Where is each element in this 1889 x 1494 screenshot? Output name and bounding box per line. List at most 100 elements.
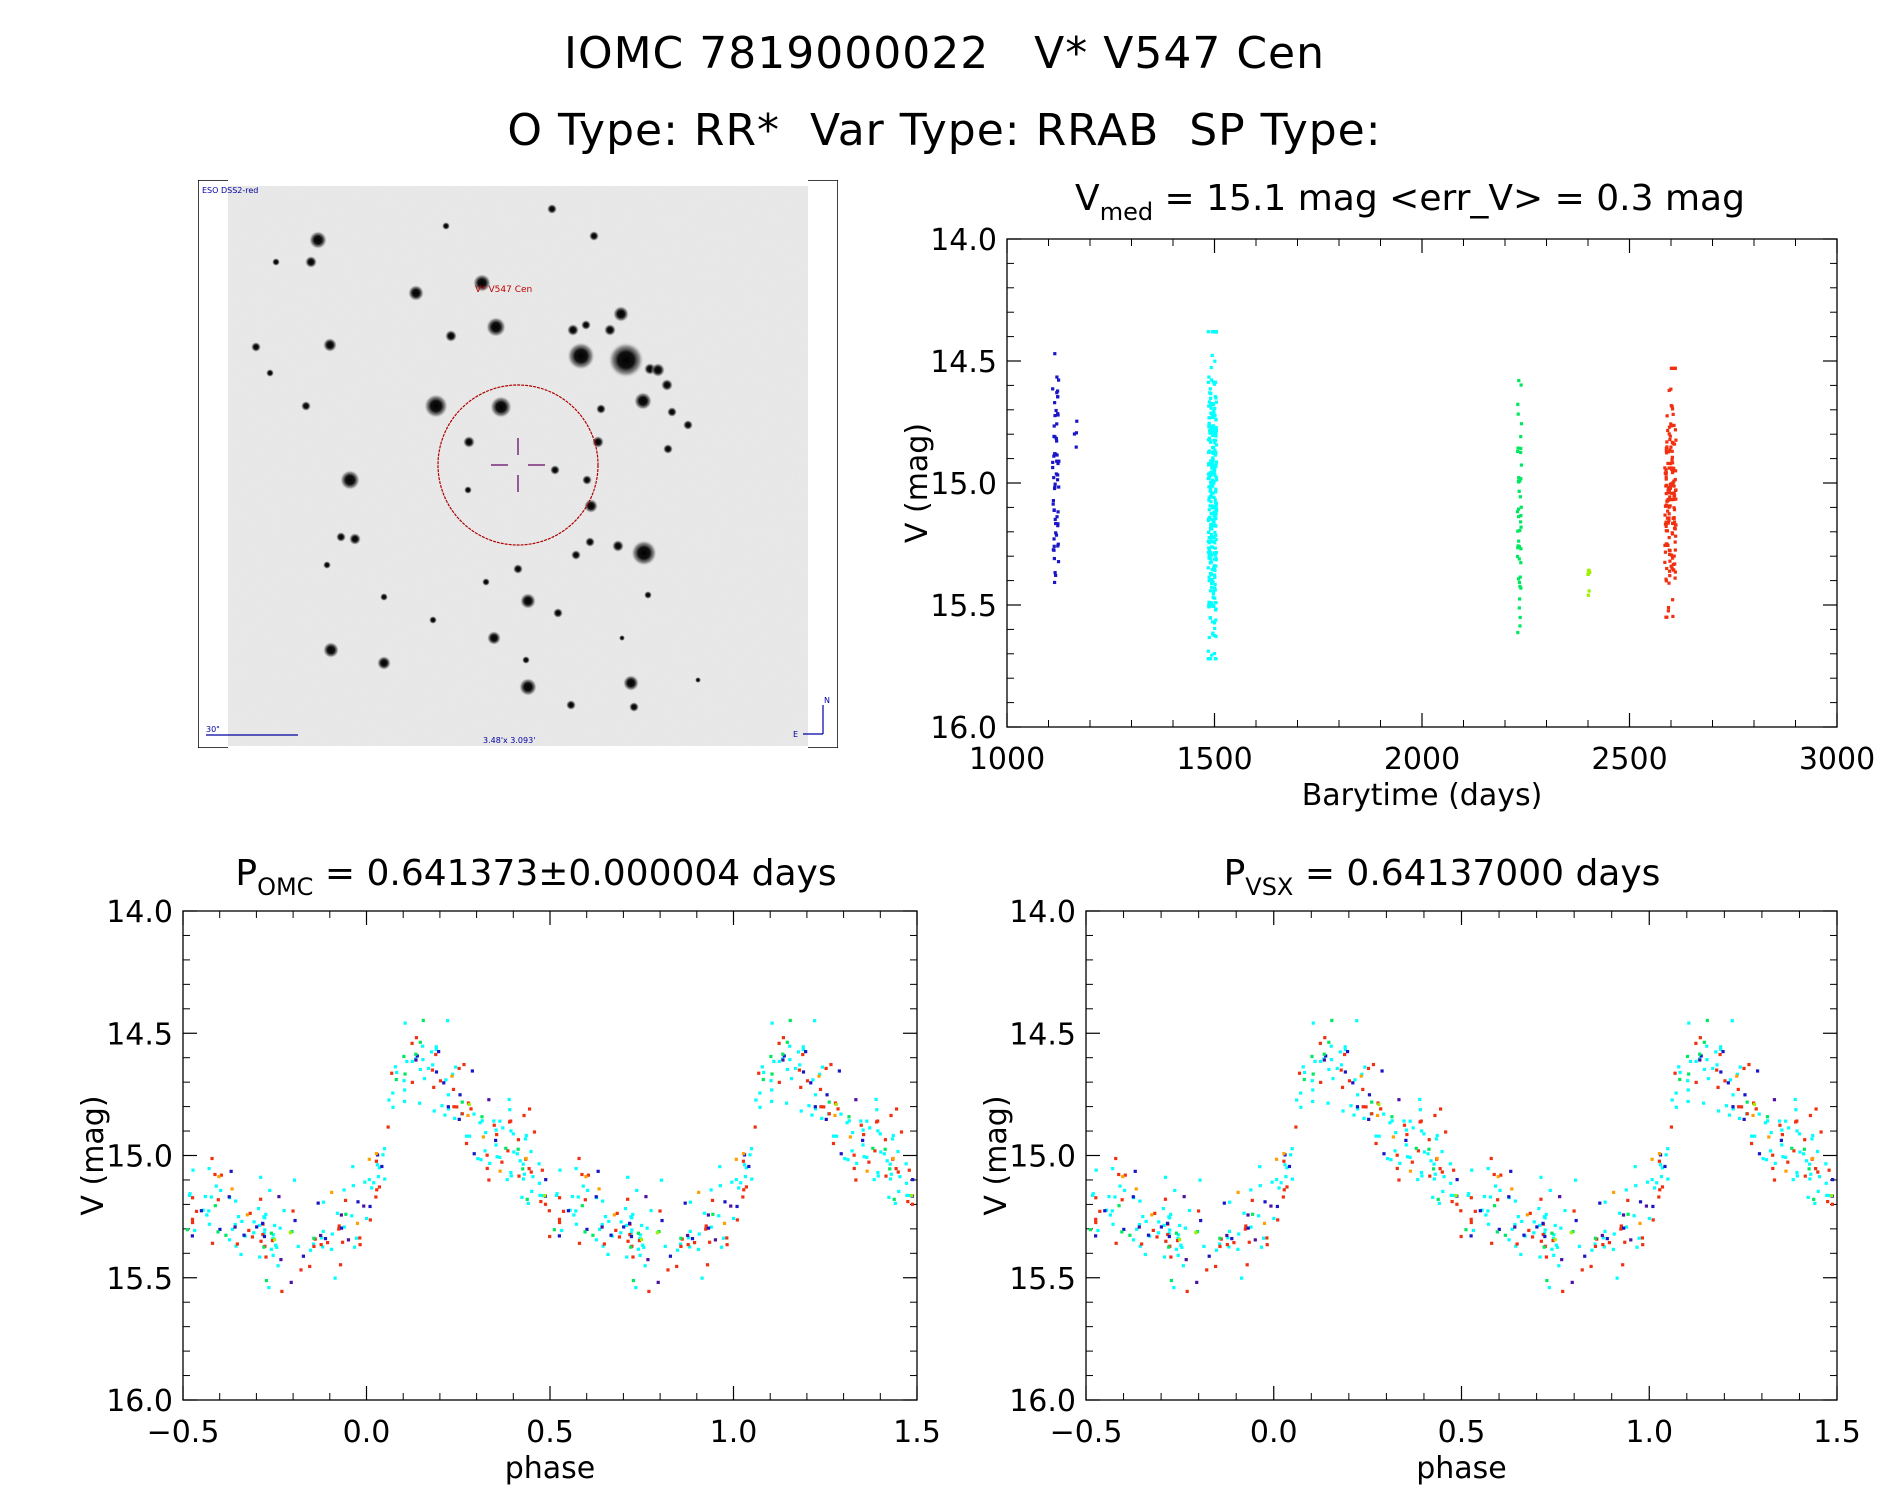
data-point — [1408, 1119, 1412, 1123]
data-point — [1538, 1223, 1542, 1228]
data-point — [1742, 1117, 1746, 1121]
data-point — [1587, 589, 1591, 593]
data-point — [1677, 1065, 1681, 1069]
data-point — [1543, 1228, 1547, 1232]
data-point — [585, 1227, 589, 1231]
star — [408, 285, 424, 301]
fov-label: 3.48'x 3.093' — [483, 736, 535, 745]
data-point — [679, 1236, 683, 1240]
data-point — [1075, 419, 1079, 423]
data-point — [700, 1276, 704, 1280]
data-point — [910, 1193, 914, 1198]
data-point — [1716, 1085, 1720, 1089]
data-point — [758, 1091, 762, 1095]
data-point — [1666, 461, 1670, 466]
data-point — [1702, 1040, 1706, 1044]
data-point — [521, 1177, 526, 1181]
data-point — [1780, 1143, 1784, 1147]
data-point — [207, 1166, 211, 1171]
data-point — [494, 1128, 498, 1132]
data-point — [1664, 491, 1668, 496]
data-point — [1478, 1209, 1482, 1213]
data-point — [1208, 616, 1213, 620]
data-point — [1715, 1063, 1719, 1067]
data-point — [887, 1195, 891, 1199]
data-point — [1214, 487, 1218, 491]
data-point — [548, 1234, 552, 1239]
data-point — [1532, 1220, 1536, 1224]
data-point — [597, 1227, 602, 1231]
data-point — [410, 1080, 414, 1084]
data-point — [1353, 1078, 1357, 1082]
data-point — [1673, 469, 1678, 473]
star — [340, 470, 360, 490]
data-point — [391, 1091, 395, 1095]
data-point — [1210, 450, 1214, 454]
data-point — [1731, 1093, 1735, 1097]
y-axis-label: V (mag) — [979, 1095, 1014, 1215]
data-point — [889, 1172, 893, 1176]
data-point — [1772, 1098, 1777, 1102]
data-point — [1269, 1204, 1273, 1208]
data-point — [1209, 550, 1213, 555]
data-point — [1498, 1188, 1502, 1193]
data-point — [1287, 1164, 1292, 1169]
data-point — [597, 1187, 601, 1191]
data-point — [1650, 1157, 1654, 1161]
data-point — [1665, 414, 1669, 418]
data-point — [1094, 1168, 1098, 1172]
data-point — [1205, 1268, 1209, 1272]
data-point — [1211, 330, 1215, 334]
data-point — [1503, 1233, 1507, 1237]
data-point — [846, 1158, 850, 1162]
data-point — [1208, 396, 1213, 400]
data-point — [1652, 1186, 1657, 1190]
data-point — [516, 1138, 521, 1142]
data-point — [697, 1232, 701, 1236]
data-point — [574, 1209, 578, 1213]
data-point — [417, 1101, 422, 1105]
data-point — [630, 1228, 634, 1232]
data-point — [876, 1174, 880, 1178]
data-point — [1207, 508, 1211, 512]
data-point — [1492, 1204, 1497, 1208]
x-tick-label: −0.5 — [1050, 1415, 1123, 1450]
data-point — [555, 1192, 559, 1196]
data-point — [1807, 1167, 1811, 1171]
data-point — [476, 1157, 480, 1161]
data-point — [1795, 1174, 1800, 1178]
data-point — [628, 1232, 632, 1237]
data-point — [1541, 1221, 1545, 1225]
data-point — [1051, 465, 1055, 470]
data-point — [867, 1160, 871, 1164]
data-point — [1210, 478, 1214, 482]
data-point — [1665, 483, 1669, 487]
data-point — [1207, 600, 1211, 604]
data-point — [1552, 1233, 1556, 1237]
data-point — [1552, 1253, 1556, 1257]
data-point — [1674, 523, 1678, 527]
data-point — [1213, 406, 1217, 411]
data-point — [813, 1105, 817, 1109]
data-point — [1208, 539, 1212, 543]
data-point — [1217, 1242, 1222, 1246]
data-point — [1794, 1120, 1798, 1124]
data-point — [485, 1166, 489, 1171]
data-point — [1159, 1225, 1163, 1229]
data-point — [1214, 533, 1218, 538]
data-point — [760, 1065, 764, 1069]
data-point — [1214, 443, 1219, 447]
data-point — [1212, 633, 1216, 638]
data-point — [1495, 1230, 1499, 1234]
data-point — [1163, 1197, 1168, 1201]
data-point — [537, 1162, 541, 1166]
data-point — [432, 1109, 436, 1113]
data-point — [829, 1062, 833, 1067]
data-point — [600, 1225, 604, 1229]
data-point — [1580, 1268, 1584, 1272]
data-point — [1319, 1080, 1323, 1084]
data-point — [899, 1130, 904, 1134]
data-point — [1829, 1193, 1834, 1198]
data-point — [1655, 1181, 1659, 1185]
target-circle — [437, 384, 599, 546]
